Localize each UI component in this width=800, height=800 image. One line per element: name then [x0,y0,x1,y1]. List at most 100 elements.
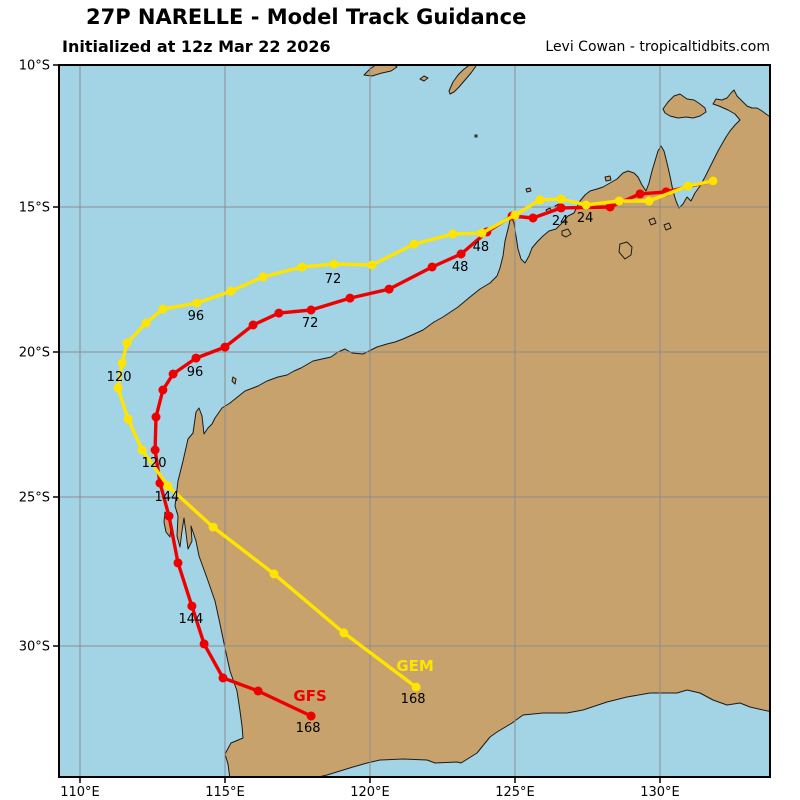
timor-islet [419,75,429,82]
kimberley-islet-2 [604,175,612,182]
gem-hour-label-120: 120 [107,370,132,385]
gfs-track-point-72h [306,305,316,315]
model-tracks-layer [113,176,718,721]
gfs-track-point-138h [173,558,183,568]
gfs-track-point-30h [528,213,538,223]
gem-track-point-96h [192,298,202,308]
x-tick-label: 125°E [495,785,535,800]
gulf-islet-2 [663,222,672,231]
gem-track-point-162h [339,628,349,638]
gem-track-point-36h [535,195,545,205]
y-tick-label: 25°S [19,491,50,506]
gfs-track-point-96h [191,353,201,363]
page-title: 27P NARELLE - Model Track Guidance [86,5,527,29]
gfs-track-point-66h [345,293,355,303]
melville-island [662,93,707,119]
kimberley-islet-1 [525,187,532,193]
gfs-track-point-60h [384,284,394,294]
gem-hour-label-168: 168 [401,692,426,707]
x-axis: 110°E 115°E 120°E 125°E 130°E [60,777,680,800]
barrow-island [231,376,237,385]
gem-track-point-102h [158,304,168,314]
gfs-hour-label-144: 144 [178,612,203,627]
gfs-track-point-12h [635,189,645,199]
gfs-track-point-54h [427,262,437,272]
gem-track-point-108h [141,318,151,328]
gfs-track-point-78h [274,308,284,318]
gfs-track-point-162h [253,686,263,696]
gfs-track-point-108h [158,385,168,395]
gem-track-point-0h [708,176,718,186]
y-tick-label: 30°S [19,640,50,655]
gfs-track-point-150h [199,639,209,649]
gem-track-point-42h [510,210,520,220]
gem-track-point-168h [411,682,421,692]
gfs-hour-label-48: 48 [452,260,469,275]
credit-text: Levi Cowan - tropicaltidbits.com [545,39,770,55]
y-tick-label: 10°S [19,59,50,74]
gfs-track-point-84h [248,320,258,330]
gfs-track-point-24h [556,203,566,213]
gfs-hour-label-96: 96 [187,365,204,380]
gfs-model-name-label: GFS [293,687,326,705]
gfs-track-point-132h [164,511,174,521]
y-tick-label: 15°S [19,201,50,216]
gem-track-point-156h [269,569,279,579]
gfs-track-point-144h [187,601,197,611]
gfs-track-point-120h [150,445,160,455]
gem-track-point-60h [409,239,419,249]
gfs-hour-label-120: 120 [142,456,167,471]
gem-model-name-label: GEM [396,657,434,675]
king-sound-island [618,241,633,260]
gem-track-point-24h [581,200,591,210]
gem-track-point-132h [123,414,133,424]
gfs-track-point-168h [306,711,316,721]
gem-track-point-78h [297,262,307,272]
x-tick-label: 115°E [205,785,245,800]
gulf-islet-1 [648,217,657,226]
gem-track-point-48h [477,228,487,238]
map-frame [58,64,771,778]
x-tick-label: 130°E [640,785,680,800]
gem-track-point-120h [117,358,127,368]
gem-hour-label-96: 96 [188,309,205,324]
gem-track-point-144h [163,481,173,491]
gem-track-point-66h [367,260,377,270]
gfs-track-point-90h [220,342,230,352]
gem-track-point-18h [614,196,624,206]
gem-track-point-138h [137,445,147,455]
gem-hour-label-48: 48 [473,240,490,255]
gem-track-point-90h [226,286,236,296]
gem-track-point-30h [556,194,566,204]
australia-mainland [174,89,770,777]
track-labels-layer: 24 48 72 96 120 144 168 GFS 24 48 72 96 120 144 168 GEM [107,211,594,736]
gem-track-point-150h [208,522,218,532]
gem-hour-label-24: 24 [577,211,594,226]
gfs-track-point-48h [456,249,466,259]
gfs-track-point-102h [168,369,178,379]
gem-track-point-126h [113,383,123,393]
gem-track-point-72h [329,259,339,269]
y-axis: 10°S 15°S 20°S 25°S 30°S [19,59,59,655]
gfs-hour-label-72: 72 [302,316,319,331]
gfs-hour-label-168: 168 [296,721,321,736]
x-tick-label: 120°E [350,785,390,800]
gem-hour-label-72: 72 [325,272,342,287]
y-tick-label: 20°S [19,346,50,361]
timor-west [363,65,398,77]
latlon-grid-layer [59,65,770,777]
gem-track-point-6h [683,181,693,191]
gfs-hour-label-24: 24 [552,214,569,229]
gem-track-point-114h [122,338,132,348]
gem-track-point-84h [258,272,268,282]
gem-hour-label-144: 144 [154,490,179,505]
buccaneer-islet-3 [561,228,572,238]
gfs-track-point-18h [605,202,615,212]
x-tick-label: 110°E [60,785,100,800]
init-time-subtitle: Initialized at 12z Mar 22 2026 [62,37,331,56]
gfs-track-point-156h [218,673,228,683]
gem-track-point-54h [448,229,458,239]
gfs-track-point-114h [151,412,161,422]
